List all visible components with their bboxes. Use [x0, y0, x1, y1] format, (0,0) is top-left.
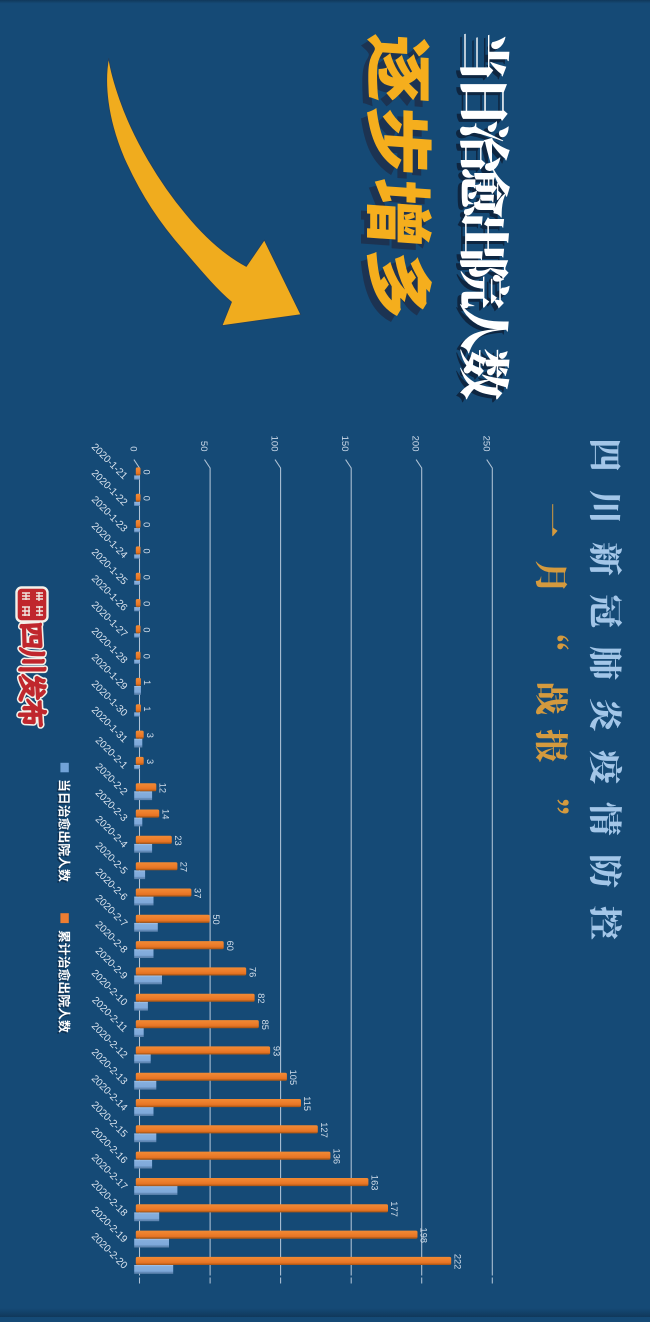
svg-text:0: 0: [142, 627, 152, 632]
svg-text:3: 3: [145, 733, 155, 738]
svg-text:82: 82: [256, 993, 266, 1003]
svg-text:0: 0: [142, 575, 152, 580]
svg-text:50: 50: [198, 441, 209, 452]
svg-text:105: 105: [288, 1070, 298, 1086]
svg-text:100: 100: [269, 436, 280, 452]
svg-text:3: 3: [145, 759, 155, 764]
svg-text:222: 222: [452, 1254, 462, 1270]
svg-text:1: 1: [142, 706, 152, 711]
svg-text:85: 85: [260, 1020, 270, 1030]
svg-text:0: 0: [128, 446, 139, 451]
svg-text:127: 127: [319, 1122, 329, 1138]
svg-text:12: 12: [158, 783, 168, 793]
svg-text:177: 177: [389, 1201, 399, 1217]
svg-text:250: 250: [480, 436, 491, 452]
svg-text:0: 0: [142, 470, 152, 475]
svg-text:115: 115: [302, 1096, 312, 1111]
svg-text:163: 163: [370, 1175, 380, 1191]
svg-text:198: 198: [419, 1228, 429, 1244]
svg-text:0: 0: [142, 496, 152, 501]
svg-text:23: 23: [173, 835, 183, 845]
svg-text:14: 14: [160, 809, 170, 819]
svg-text:76: 76: [247, 967, 257, 977]
svg-text:150: 150: [339, 436, 350, 452]
svg-text:0: 0: [142, 522, 152, 527]
svg-text:93: 93: [271, 1046, 281, 1056]
svg-text:1: 1: [142, 680, 152, 685]
svg-text:27: 27: [179, 862, 189, 872]
svg-text:0: 0: [142, 549, 152, 554]
svg-text:50: 50: [211, 914, 221, 924]
svg-text:136: 136: [332, 1149, 342, 1165]
svg-text:0: 0: [142, 601, 152, 606]
svg-text:0: 0: [142, 654, 152, 659]
svg-text:37: 37: [193, 888, 203, 898]
svg-text:60: 60: [225, 941, 235, 951]
svg-text:200: 200: [410, 436, 421, 452]
